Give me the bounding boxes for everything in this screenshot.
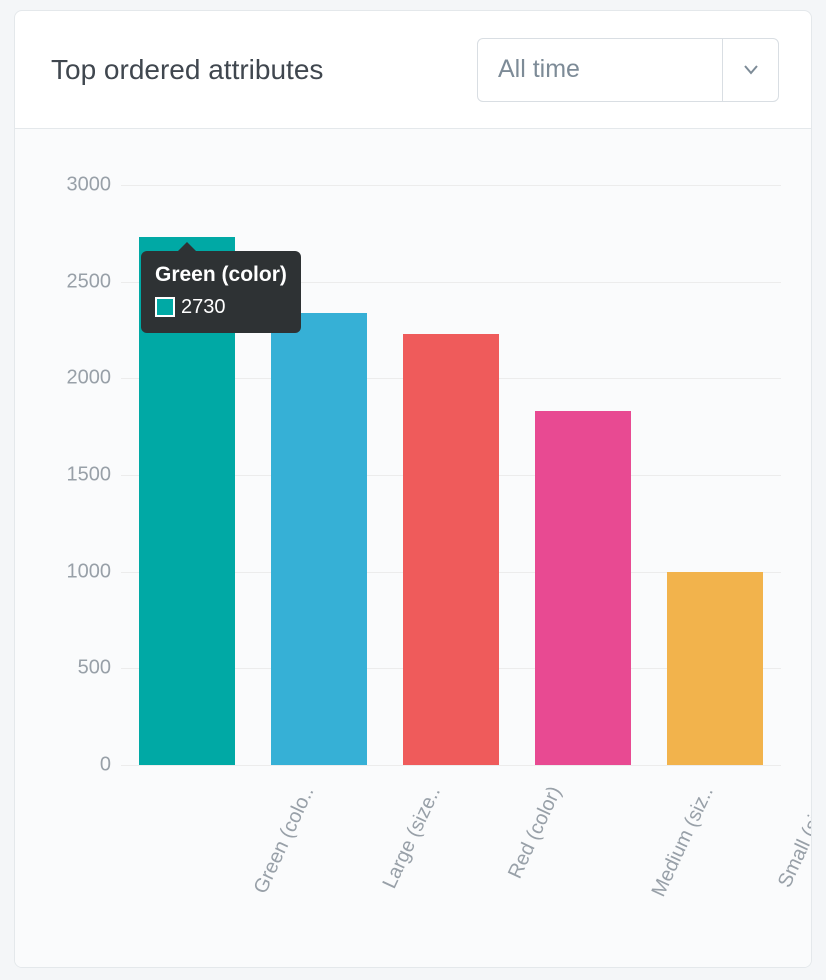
chart-card: Top ordered attributes All time Green (c… [14, 10, 812, 968]
card-title: Top ordered attributes [51, 54, 323, 86]
x-axis-tick: Large (size.. [379, 783, 446, 892]
y-axis-tick: 1000 [41, 560, 111, 583]
time-range-dropdown[interactable]: All time [477, 38, 779, 102]
y-axis-tick: 2000 [41, 367, 111, 390]
chart-bar[interactable] [139, 237, 235, 765]
chevron-down-icon [722, 39, 778, 101]
y-axis-tick: 1500 [41, 464, 111, 487]
chart-bar[interactable] [535, 411, 631, 765]
y-axis-tick: 3000 [41, 174, 111, 197]
chart-bar[interactable] [667, 572, 763, 765]
y-axis-tick: 2500 [41, 270, 111, 293]
gridline [121, 765, 781, 766]
chart-bar[interactable] [271, 313, 367, 765]
gridline [121, 185, 781, 186]
bar-chart: Green (color) 2730 050010001500200025003… [51, 167, 791, 947]
x-axis-tick: Small (size.. [774, 783, 812, 891]
x-axis-tick: Red (color) [504, 783, 567, 882]
dropdown-label: All time [478, 39, 722, 101]
x-axis-tick: Medium (siz.. [648, 783, 719, 900]
y-axis-tick: 500 [41, 657, 111, 680]
card-body: Green (color) 2730 050010001500200025003… [15, 129, 811, 968]
chart-bar[interactable] [403, 334, 499, 765]
plot-area [121, 185, 781, 765]
x-axis-tick: Green (colo.. [250, 783, 320, 897]
card-header: Top ordered attributes All time [15, 11, 811, 129]
y-axis-tick: 0 [41, 754, 111, 777]
